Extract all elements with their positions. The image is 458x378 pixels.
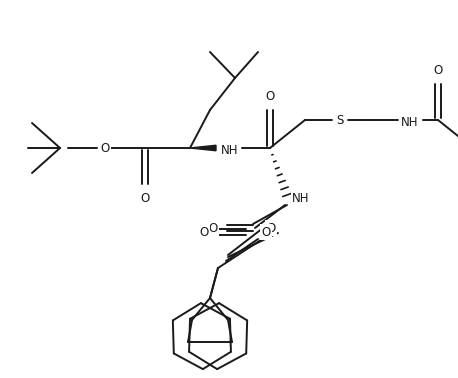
Text: NH: NH <box>401 116 419 129</box>
Text: O: O <box>199 226 209 239</box>
Text: O: O <box>140 192 150 204</box>
Text: O: O <box>265 90 275 102</box>
Text: O: O <box>267 222 276 234</box>
Text: O: O <box>433 64 442 76</box>
Text: O: O <box>262 226 271 239</box>
Text: O: O <box>208 222 218 234</box>
Text: NH: NH <box>292 192 310 206</box>
Text: S: S <box>336 113 344 127</box>
Text: NH: NH <box>221 144 239 156</box>
Polygon shape <box>190 145 216 151</box>
Text: O: O <box>100 141 109 155</box>
